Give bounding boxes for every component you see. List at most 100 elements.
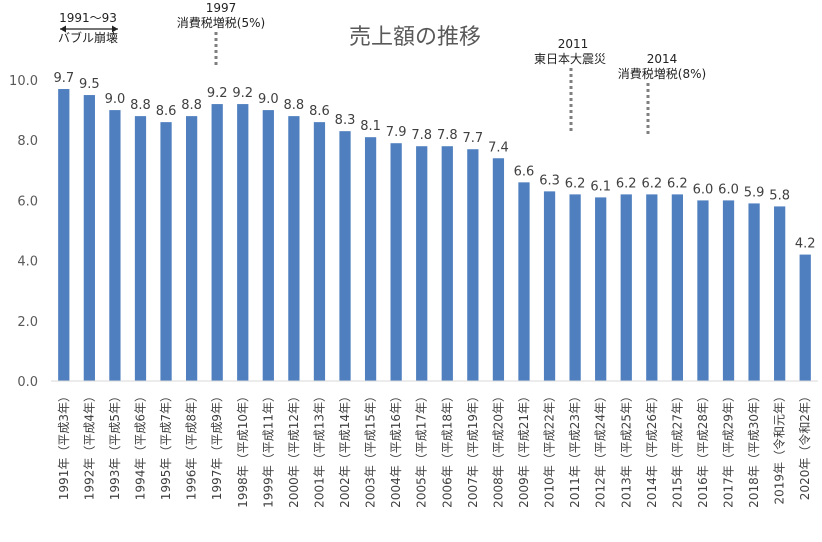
bar xyxy=(620,194,632,381)
y-tick-label: 0.0 xyxy=(17,375,38,390)
data-label: 9.2 xyxy=(207,86,228,101)
x-tick-label: 1995年（平成7年） xyxy=(159,390,173,500)
y-tick-label: 6.0 xyxy=(17,194,38,209)
bar xyxy=(288,116,300,382)
chart-title: 売上額の推移 xyxy=(349,25,481,50)
x-tick-label: 2014年（平成26年） xyxy=(645,390,659,508)
x-tick-label: 2000年（平成12年） xyxy=(287,390,301,508)
data-label: 8.1 xyxy=(360,119,381,134)
annotation-quake-2011-text: 東日本大震災 xyxy=(534,52,606,66)
data-label: 8.8 xyxy=(284,98,305,113)
x-tick-label: 2006年（平成18年） xyxy=(440,390,454,508)
bar xyxy=(467,149,479,381)
x-tick-label: 1998年（平成10年） xyxy=(236,390,250,508)
x-tick-label: 2009年（平成21年） xyxy=(517,390,531,508)
annotation-bubble-arrow-left-icon xyxy=(60,25,66,33)
x-tick-label: 2020年（令和2年） xyxy=(797,390,812,500)
x-tick-label: 2008年（平成20年） xyxy=(491,390,505,508)
bar xyxy=(671,194,684,381)
data-label: 9.2 xyxy=(232,86,253,101)
data-label: 9.7 xyxy=(53,71,74,86)
x-tick-label: 2005年（平成17年） xyxy=(415,390,429,508)
bar xyxy=(441,146,453,381)
data-label: 6.0 xyxy=(718,182,739,197)
data-label: 7.8 xyxy=(411,128,432,143)
annotation-bubble-year: 1991〜93 xyxy=(59,11,117,25)
x-tick-label: 2004年（平成16年） xyxy=(389,390,403,508)
y-tick-label: 8.0 xyxy=(17,134,38,149)
y-tick-label: 10.0 xyxy=(9,74,38,89)
bar xyxy=(774,206,786,381)
data-labels-group: 9.7 9.5 9.0 8.8 8.6 8.8 9.2 9.2 9.0 8.8 8.6 8.3 8.1 7… xyxy=(53,71,815,252)
bar xyxy=(697,200,709,381)
bar xyxy=(185,116,198,382)
x-tick-label: 2007年（平成19年） xyxy=(466,390,480,508)
x-tick-label: 2002年（平成14年） xyxy=(338,390,352,508)
data-label: 7.8 xyxy=(437,128,458,143)
data-label: 8.6 xyxy=(309,104,330,119)
x-tick-label: 1993年（平成5年） xyxy=(108,390,122,500)
data-label: 6.6 xyxy=(514,164,535,179)
bar xyxy=(160,122,172,381)
annotation-tax-1997-text: 消費税増税(5%) xyxy=(177,15,265,30)
bar xyxy=(211,104,223,381)
bar xyxy=(799,254,811,381)
bar xyxy=(722,200,735,381)
data-label: 7.7 xyxy=(463,131,484,146)
x-tick-label: 2015年（平成27年） xyxy=(670,390,684,508)
data-label: 8.8 xyxy=(181,98,202,113)
x-tick-label: 2010年（平成22年） xyxy=(543,390,557,508)
data-label: 6.2 xyxy=(667,176,688,191)
x-tick-label: 2013年（平成25年） xyxy=(619,390,633,508)
annotation-tax-2014-text: 消費税増税(8%) xyxy=(618,66,706,81)
bar xyxy=(569,194,581,381)
bar xyxy=(237,104,249,381)
bars-group xyxy=(58,89,811,382)
y-tick-label: 2.0 xyxy=(17,315,38,330)
bar xyxy=(543,191,556,381)
data-label: 7.4 xyxy=(488,140,509,155)
bar xyxy=(262,110,274,381)
y-tick-label: 4.0 xyxy=(17,255,38,270)
x-tick-label: 2019年（令和元年） xyxy=(772,390,787,505)
data-label: 4.2 xyxy=(795,237,816,252)
x-tick-label: 2003年（平成15年） xyxy=(364,390,378,508)
x-tick-label: 2018年（平成30年） xyxy=(747,390,761,508)
bar xyxy=(518,182,530,381)
x-tick-label: 1997年（平成9年） xyxy=(210,390,224,500)
data-label: 8.3 xyxy=(335,113,356,128)
bar xyxy=(646,194,658,381)
bar xyxy=(58,89,70,381)
y-axis: 0.0 2.0 4.0 6.0 8.0 10.0 xyxy=(9,74,38,390)
bar xyxy=(134,116,147,382)
x-tick-label: 1991年（平成3年） xyxy=(57,390,71,500)
annotation-quake-2011-year: 2011 xyxy=(558,37,589,51)
data-label: 6.1 xyxy=(590,179,611,194)
data-label: 7.9 xyxy=(386,125,407,140)
data-label: 6.2 xyxy=(641,176,662,191)
data-label: 6.3 xyxy=(539,173,560,188)
data-label: 5.9 xyxy=(744,185,765,200)
data-label: 5.8 xyxy=(769,188,790,203)
annotation-bubble-text: バブル崩壊 xyxy=(58,30,118,45)
bar xyxy=(364,137,377,381)
x-tick-label: 2001年（平成13年） xyxy=(312,390,326,508)
annotation-bubble-arrow-right-icon xyxy=(112,25,118,33)
data-label: 8.8 xyxy=(130,98,151,113)
annotation-tax-1997-year: 1997 xyxy=(206,1,237,15)
data-label: 6.2 xyxy=(616,176,637,191)
x-tick-label: 1992年（平成4年） xyxy=(82,390,96,500)
x-tick-label: 1999年（平成11年） xyxy=(261,390,275,508)
annotation-tax-1997: 1997 消費税増税(5%) xyxy=(177,1,265,68)
bar xyxy=(83,95,95,382)
bar xyxy=(748,203,760,381)
data-label: 8.6 xyxy=(156,104,177,119)
annotation-tax-2014-year: 2014 xyxy=(647,52,678,66)
bar xyxy=(390,143,402,381)
x-tick-label: 2011年（平成23年） xyxy=(568,390,582,508)
annotation-quake-2011: 2011 東日本大震災 xyxy=(534,37,606,131)
data-label: 6.0 xyxy=(693,182,714,197)
x-tick-label: 2016年（平成28年） xyxy=(696,390,710,508)
